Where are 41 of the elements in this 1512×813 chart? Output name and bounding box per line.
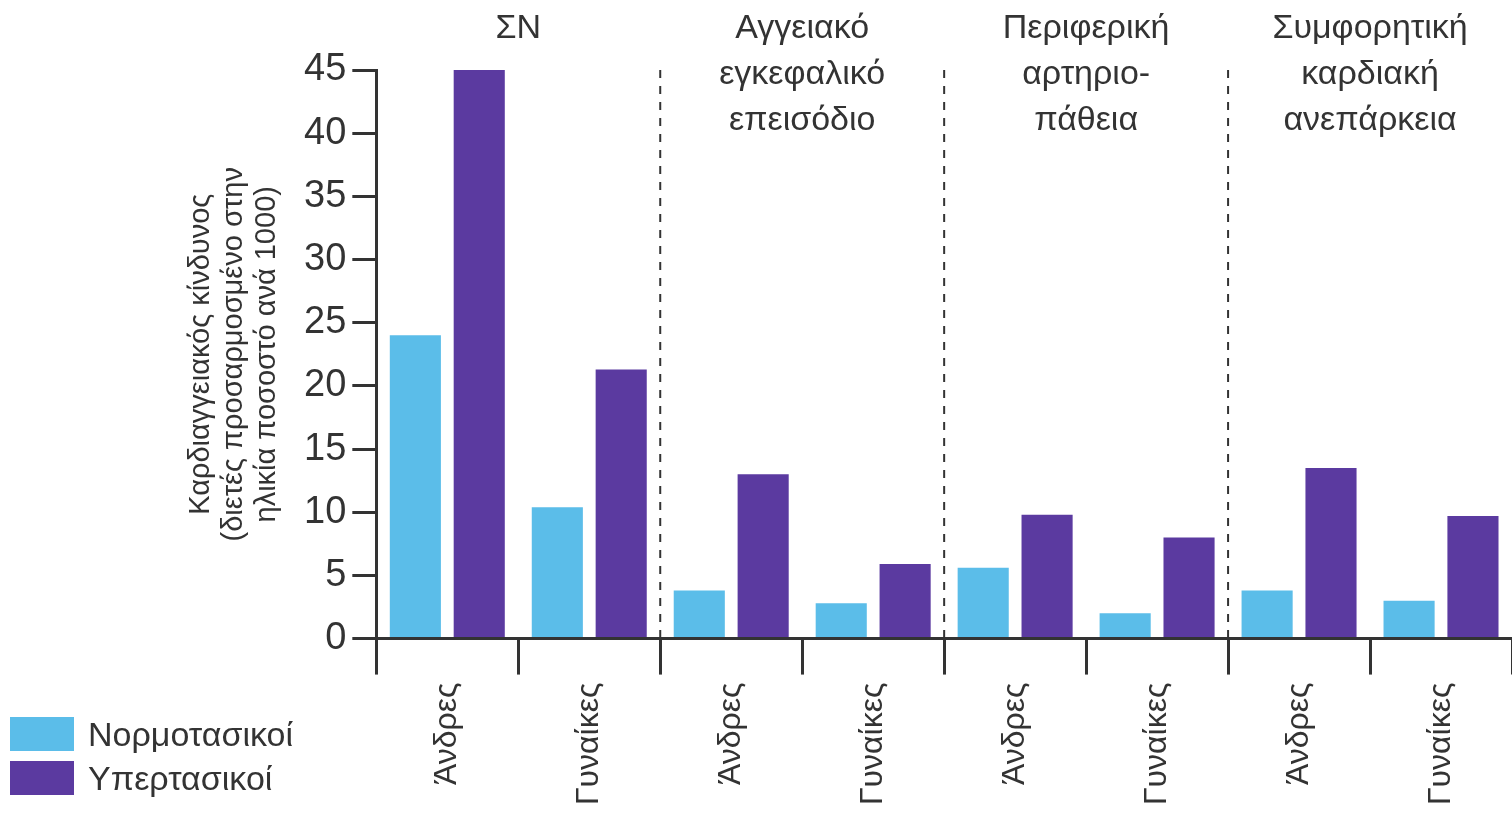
y-tick-label: 15	[304, 425, 347, 468]
y-tick-label: 35	[304, 172, 347, 215]
y-tick-label: 45	[304, 46, 347, 89]
bar	[453, 70, 505, 638]
x-tick-label: Γυναίκες	[1420, 682, 1457, 805]
bar	[737, 474, 789, 638]
y-tick-label: 40	[304, 109, 347, 152]
bar	[1447, 516, 1499, 638]
bar	[673, 590, 725, 638]
bar	[1383, 600, 1435, 638]
x-tick-label: Άνδρες	[1278, 682, 1315, 786]
legend-label: Υπερτασικοί	[88, 758, 273, 798]
x-tick-label: Γυναίκες	[1136, 682, 1173, 805]
legend-label: Νορμοτασικοί	[88, 714, 294, 754]
bar	[1163, 537, 1215, 638]
y-tick-label: 0	[325, 615, 347, 658]
annotation: Αγγειακό εγκεφαλικό επεισόδιο	[719, 7, 886, 138]
y-tick-label: 20	[304, 362, 347, 405]
bar	[1099, 613, 1151, 638]
x-tick-label: Άνδρες	[427, 682, 464, 786]
x-tick-label: Γυναίκες	[853, 682, 890, 805]
x-tick-label: Άνδρες	[711, 682, 748, 786]
bar	[879, 564, 931, 638]
annotation: Περιφερική αρτηριο- πάθεια	[1002, 7, 1170, 138]
y-tick-label: 25	[304, 299, 347, 342]
bar	[1021, 514, 1073, 638]
bar	[1305, 468, 1357, 638]
bar	[815, 603, 867, 638]
text: ΣΝ	[495, 7, 542, 46]
y-axis-title: Καρδιαγγειακός κίνδυνος (διετές προσαρμοσμένο στην ηλικία ποσοστό ανά 1000)	[182, 167, 282, 542]
y-tick-label: 5	[325, 551, 347, 594]
annotation: Συμφορητική καρδιακή ανεπάρκεια	[1272, 7, 1468, 138]
bar	[531, 507, 583, 638]
bar	[389, 335, 441, 638]
x-tick-label: Άνδρες	[994, 682, 1031, 786]
x-tick-label: Γυναίκες	[569, 682, 606, 805]
y-tick-label: 10	[304, 488, 347, 531]
bar	[595, 369, 647, 638]
y-tick-label: 30	[304, 236, 347, 279]
bar	[1241, 590, 1293, 638]
bar	[957, 567, 1009, 638]
